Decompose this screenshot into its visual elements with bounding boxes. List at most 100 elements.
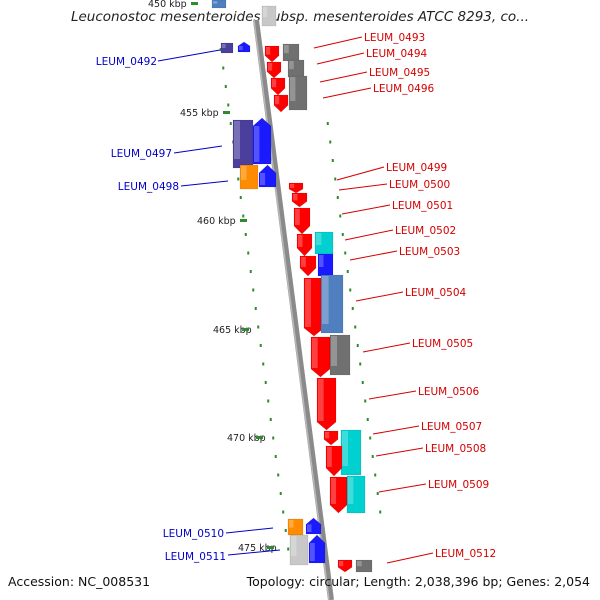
- gene-leum-0504: [303, 277, 325, 337]
- gene-leum-0497-b-shine: [254, 126, 260, 162]
- gene-leum-0512-b: [355, 559, 373, 573]
- gene-leum-0497-b: [252, 117, 272, 165]
- gene-top-clip-shine: [213, 1, 218, 4]
- gene-label-right: LEUM_0493: [364, 32, 425, 44]
- tick-mark: [264, 381, 267, 384]
- gene-labels: LEUM_0492 LEUM_0497 LEUM_0498 LEUM_0510 LEUM…: [96, 32, 496, 563]
- gene-leum-0506-shine: [318, 379, 324, 421]
- tick-mark: [356, 344, 359, 347]
- scale-label: 455 kbp: [180, 108, 219, 119]
- scale-label: 460 kbp: [197, 216, 236, 227]
- map-title: Leuconostoc mesenteroides subsp. mesente…: [70, 9, 530, 25]
- gene-leum-0510-shine: [289, 520, 294, 528]
- gene-label-right: LEUM_0500: [389, 179, 450, 191]
- scale-label: 465 kbp: [213, 325, 252, 336]
- tick-mark: [361, 381, 364, 384]
- gene-label-left: LEUM_0510: [163, 528, 224, 540]
- gene-leum-0509-b-shine: [348, 477, 354, 504]
- gene-leum-0492-b-shine: [239, 46, 243, 50]
- gene-leum-0494-shine: [268, 63, 273, 71]
- gene-label-right: LEUM_0501: [392, 200, 453, 212]
- gene-label-right: LEUM_0502: [395, 225, 456, 237]
- gene-label-left: LEUM_0497: [111, 148, 172, 160]
- gene-label-right: LEUM_0496: [373, 83, 435, 95]
- gene-label-right: LEUM_0504: [405, 287, 467, 299]
- gene-label-right: LEUM_0494: [366, 48, 428, 60]
- gene-leum-0499-shine: [290, 184, 295, 188]
- gene-leum-0512: [337, 559, 353, 573]
- gene-leum-0498-shine: [241, 166, 247, 180]
- leader-line-right: [316, 52, 365, 65]
- gene-label-left: LEUM_0511: [165, 551, 226, 563]
- gene-leum-0494-b-shine: [289, 61, 294, 70]
- gene-leum-0509: [329, 476, 348, 514]
- leader-line-left: [225, 527, 274, 534]
- leader-line-right: [322, 87, 372, 99]
- gene-leum-0503-shine: [301, 257, 306, 267]
- gene-leum-0497-shine: [234, 121, 240, 159]
- gene-leum-0505-b-shine: [331, 336, 337, 366]
- gene-top-clip-2-shine: [263, 7, 268, 17]
- tick-mark: [279, 492, 282, 495]
- tick-mark: [376, 492, 379, 495]
- backbone: [253, 19, 334, 600]
- gene-leum-0493: [264, 45, 280, 63]
- tick-mark: [244, 233, 247, 236]
- tick-mark: [222, 66, 225, 70]
- gene-leum-0495-shine: [272, 79, 277, 88]
- gene-leum-0509-shine: [331, 478, 337, 504]
- tick-mark: [237, 177, 240, 181]
- gene-leum-0492-b: [237, 41, 251, 53]
- leader-line-right: [386, 552, 434, 564]
- tick-mark: [219, 48, 222, 51]
- gene-leum-0504-b: [320, 274, 344, 334]
- accession-text: Accession: NC_008531: [8, 574, 151, 589]
- gene-leum-0512-shine: [339, 561, 344, 567]
- tick-mark: [277, 473, 280, 477]
- gene-leum-0493-b-shine: [284, 45, 289, 54]
- scale-tick: [240, 219, 247, 222]
- gene-leum-0508-shine: [327, 447, 332, 467]
- gene-top-clip: [211, 0, 227, 9]
- leader-line-right: [375, 447, 424, 457]
- leader-line-right: [368, 390, 417, 400]
- leader-line-right: [378, 483, 427, 493]
- leader-line-right: [341, 204, 391, 215]
- leader-line-left: [227, 549, 281, 556]
- tick-mark: [227, 103, 230, 107]
- tick-mark: [252, 288, 255, 292]
- leader-line-left: [157, 49, 221, 62]
- gene-leum-0511: [289, 534, 309, 566]
- tick-mark: [254, 307, 257, 310]
- leader-line-right: [338, 183, 388, 191]
- gene-leum-0505: [310, 336, 331, 378]
- tick-mark: [379, 510, 382, 514]
- tick-marks: 450 kbp 455 kbp 460 kbp 465 kbp 470 kbp 475 k…: [148, 0, 382, 554]
- gene-label-right: LEUM_0503: [399, 246, 460, 258]
- gene-leum-0507-b-shine: [342, 431, 348, 466]
- backbone-layer: [253, 19, 334, 600]
- gene-leum-0503: [299, 255, 317, 277]
- leader-line-right: [344, 229, 394, 241]
- gene-leum-0500: [291, 192, 308, 208]
- leader-line-right: [313, 36, 363, 49]
- tick-mark: [262, 362, 265, 366]
- gene-leum-0498-b-shine: [260, 173, 266, 185]
- scale-tick: [242, 328, 249, 331]
- gene-label-right: LEUM_0508: [425, 443, 486, 455]
- gene-leum-0511-b: [308, 534, 326, 564]
- gene-leum-0496-b: [273, 94, 289, 113]
- gene-leum-0496-shine: [290, 77, 296, 101]
- tick-mark: [267, 399, 270, 403]
- label-leader-lines: [157, 36, 434, 564]
- scale-label: 475 kbp: [238, 543, 277, 554]
- scale-tick: [223, 111, 230, 114]
- scale-label: 470 kbp: [227, 433, 266, 444]
- gene-leum-0508: [325, 445, 343, 477]
- tick-mark: [242, 214, 245, 218]
- gene-leum-0506: [316, 377, 337, 431]
- tick-mark: [346, 270, 349, 273]
- gene-leum-0494: [266, 61, 282, 79]
